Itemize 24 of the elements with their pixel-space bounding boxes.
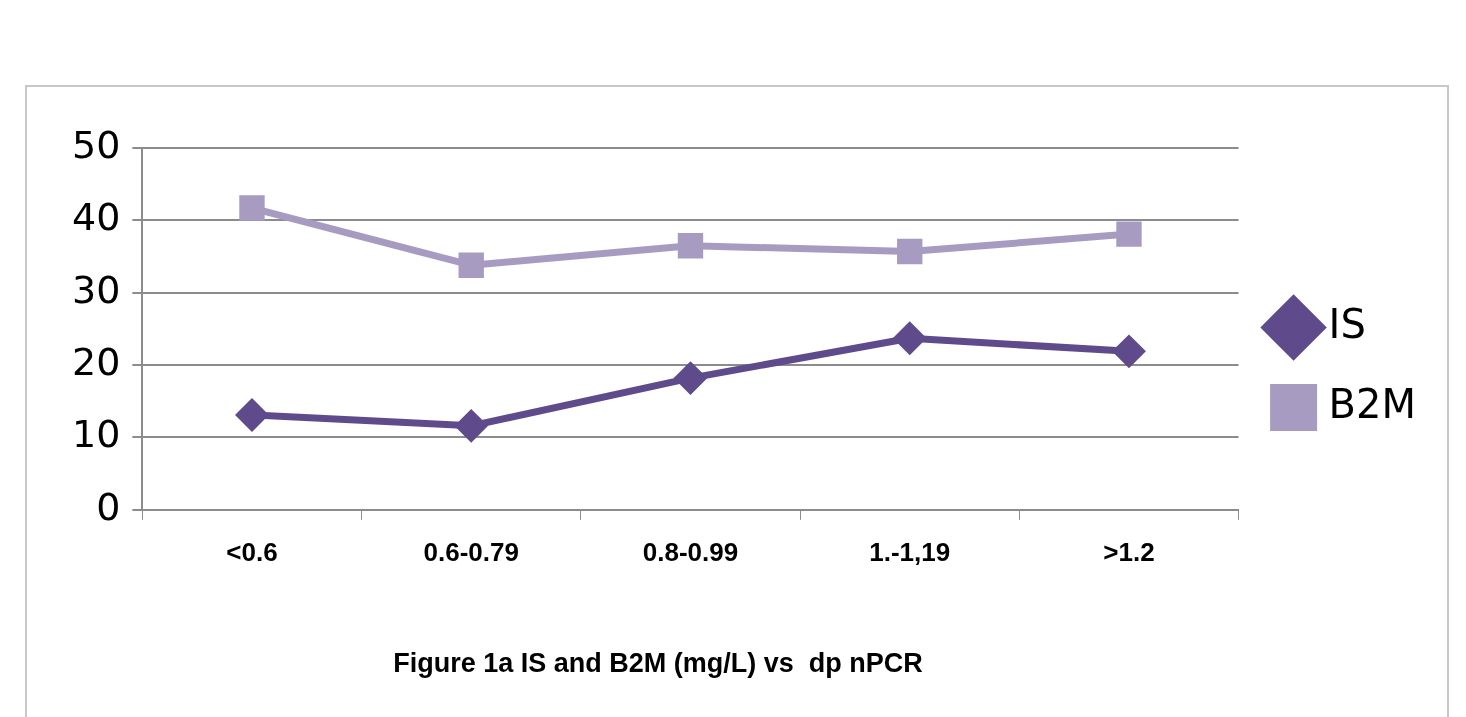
point — [1116, 221, 1142, 247]
y-tick-label: 0 — [96, 484, 121, 529]
x-tick-label: 0.6-0.79 — [423, 536, 519, 567]
y-tick-label: 20 — [71, 339, 121, 384]
x-tick-label: <0.6 — [226, 536, 278, 567]
point — [236, 399, 268, 431]
y-tick-label: 10 — [71, 412, 121, 457]
legend-label: B2M — [1328, 380, 1416, 427]
x-tick-label: 1.-1,19 — [869, 536, 951, 567]
point — [455, 410, 487, 442]
y-tick-label: 30 — [71, 267, 121, 312]
y-tick-label: 50 — [71, 122, 121, 167]
point — [894, 322, 926, 354]
point — [674, 362, 706, 394]
x-tick-label: >1.2 — [1103, 536, 1155, 567]
y-tick-label: 40 — [71, 195, 121, 240]
point — [1113, 335, 1145, 367]
legend-label: IS — [1328, 300, 1366, 347]
point — [897, 238, 923, 265]
point — [677, 232, 704, 259]
caption: Figure 1a IS and B2M (mg/L) vs dp nPCR — [393, 648, 923, 679]
x-tick-label: 0.8-0.99 — [642, 536, 739, 567]
point — [239, 195, 265, 221]
point — [458, 252, 484, 278]
